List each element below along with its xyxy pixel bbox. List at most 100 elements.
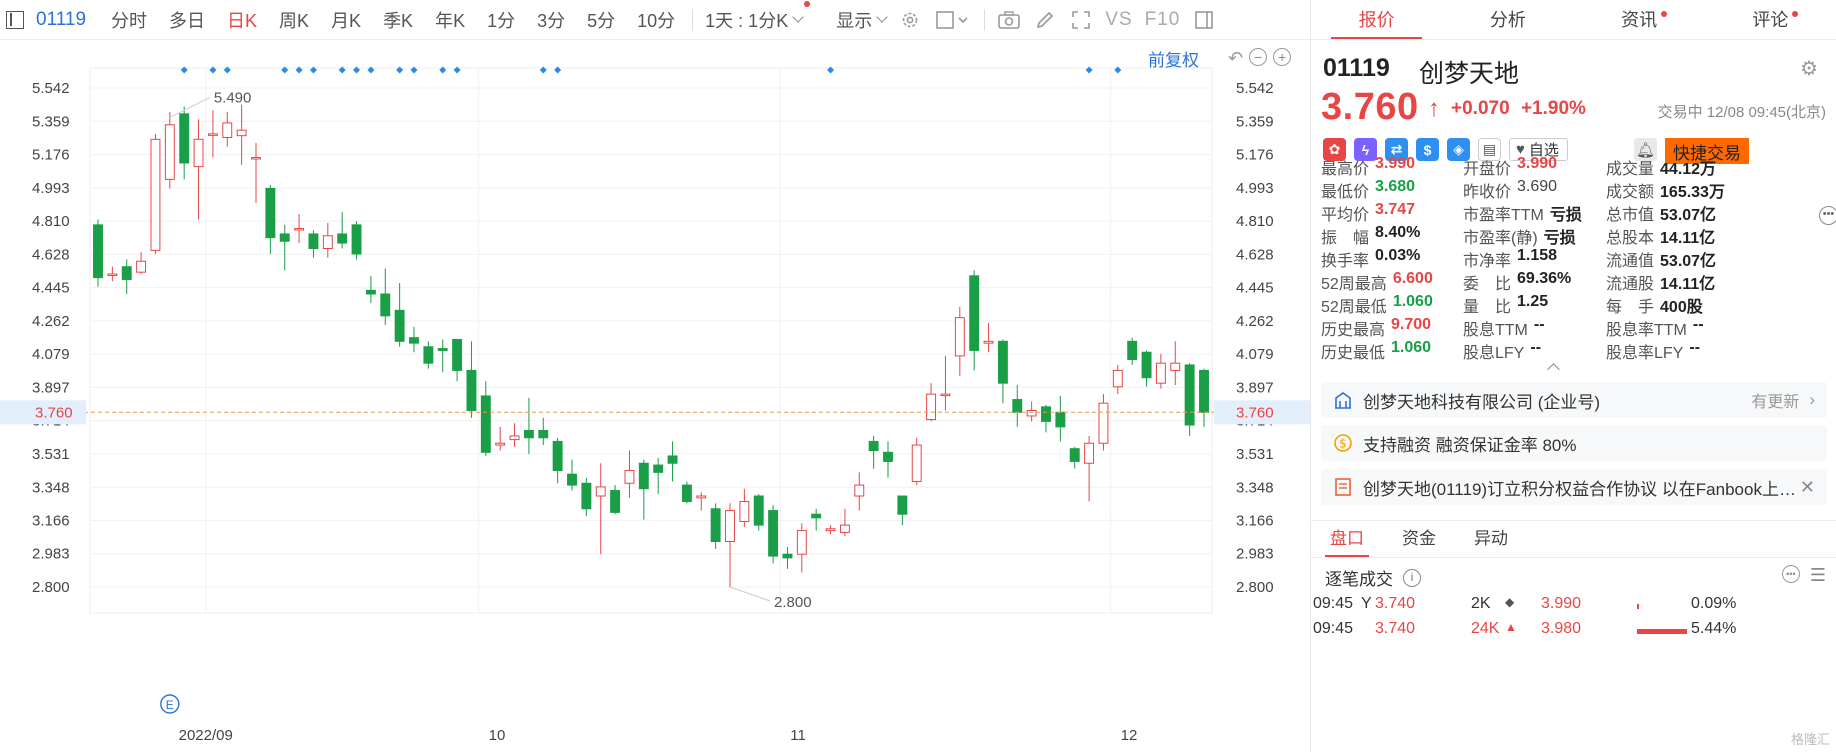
bell-icon[interactable]: 🔔︎: [1634, 138, 1657, 161]
y-tick-label-left: 4.628: [32, 246, 70, 263]
stat-cell: 换手率 0.03%: [1321, 247, 1463, 270]
camera-icon[interactable]: [998, 9, 1021, 31]
candle-down: [437, 348, 448, 351]
margin-info-row[interactable]: $ 支持融资 融资保证金率 80%: [1321, 425, 1827, 461]
stat-row: 平均价 3.747 市盈率TTM 亏损 总市值 53.07亿: [1321, 201, 1831, 224]
list-icon[interactable]: ☰: [1809, 565, 1826, 585]
stat-label: 历史最低: [1321, 345, 1386, 362]
candle-up: [164, 124, 175, 180]
period-tab[interactable]: 多日: [169, 10, 206, 31]
panel-tab[interactable]: 资讯: [1574, 0, 1705, 39]
quick-trade-button[interactable]: 快捷交易: [1665, 138, 1749, 164]
kline-canvas[interactable]: 5.542 5.542 5.359 5.359 5.176 5.176 4.993 4.993…: [0, 40, 1310, 752]
fullscreen-icon[interactable]: [1070, 9, 1092, 31]
period-tab[interactable]: 日K: [227, 10, 258, 31]
candle-down: [365, 289, 376, 295]
dollar-icon[interactable]: $: [1416, 138, 1439, 161]
y-tick-label-left: 4.993: [32, 180, 70, 197]
candle-down: [1184, 364, 1195, 426]
lightning-icon[interactable]: ϟ: [1354, 138, 1377, 161]
y-tick-label-right: 4.810: [1236, 213, 1274, 230]
period-tab[interactable]: 季K: [383, 10, 414, 31]
notification-dot: [1792, 11, 1799, 17]
candle-down: [997, 340, 1008, 384]
candle-down: [811, 513, 822, 519]
hk-flower-icon[interactable]: ✿: [1323, 138, 1346, 161]
display-dropdown[interactable]: 显示: [808, 7, 892, 33]
sub-tab[interactable]: 盘口: [1311, 521, 1383, 557]
tag-icon[interactable]: ◈: [1447, 138, 1470, 161]
close-icon[interactable]: ✕: [1799, 476, 1815, 497]
sub-tab[interactable]: 资金: [1402, 529, 1436, 548]
settings-gear-icon[interactable]: ⚙: [1800, 58, 1818, 80]
kline-chart[interactable]: 5.542 5.542 5.359 5.359 5.176 5.176 4.993 4.993…: [0, 40, 1310, 752]
update-label: 有更新: [1751, 394, 1800, 411]
event-marker: [1085, 66, 1093, 74]
stats-rows: 最高价 3.990 开盘价 3.990 成交量 44.12万 最低价 3.680 昨收价 3.69…: [1321, 155, 1831, 362]
sub-tab[interactable]: 异动: [1474, 529, 1508, 548]
document-icon[interactable]: ▤: [1478, 138, 1501, 161]
period-tab[interactable]: 3分: [537, 10, 566, 31]
gear-icon[interactable]: [899, 9, 921, 31]
period-tab[interactable]: 1分: [487, 10, 516, 31]
news-row[interactable]: 创梦天地(01119)订立积分权益合作协议 以在Fanbook上共同开展用户积分…: [1321, 469, 1827, 505]
period-tab[interactable]: 周K: [279, 10, 310, 31]
period-tab[interactable]: 分时: [111, 10, 148, 31]
stat-row: 历史最高 9.700 股息TTM -- 股息率TTM --: [1321, 316, 1831, 339]
shuffle-icon[interactable]: ⇄: [1385, 138, 1408, 161]
stat-label: 历史最高: [1321, 322, 1386, 339]
stat-row: 换手率 0.03% 市净率 1.158 流通值 53.07亿: [1321, 247, 1831, 270]
color-square-icon[interactable]: [935, 9, 971, 31]
candle-up: [222, 122, 233, 138]
period-tab[interactable]: 年K: [435, 10, 466, 31]
stat-value: 9.700: [1391, 316, 1432, 333]
more-icon[interactable]: •••: [1819, 206, 1836, 225]
chevron-up-icon[interactable]: [1547, 363, 1560, 376]
stat-label: 市盈率(静): [1463, 230, 1538, 247]
panel-tab[interactable]: 报价: [1311, 0, 1442, 39]
stat-value: 53.07亿: [1660, 253, 1717, 270]
stat-row: 最高价 3.990 开盘价 3.990 成交量 44.12万: [1321, 155, 1831, 178]
pencil-icon[interactable]: [1034, 9, 1056, 31]
add-watchlist-button[interactable]: ♥ 自选: [1509, 138, 1568, 161]
period-tab[interactable]: 5分: [587, 10, 616, 31]
zoom-in-icon[interactable]: +: [1273, 48, 1292, 66]
stat-value: --: [1533, 316, 1545, 333]
stat-cell: 成交额 165.33万: [1606, 178, 1770, 201]
period-tab[interactable]: 月K: [331, 10, 362, 31]
y-tick-label-left: 2.983: [32, 546, 70, 563]
stat-value: 14.11亿: [1660, 276, 1716, 293]
interval-dropdown[interactable]: 1天 : 1分K: [699, 0, 811, 33]
stock-code-link[interactable]: 01119: [36, 8, 87, 30]
zoom-out-icon[interactable]: −: [1249, 48, 1268, 66]
event-marker: [209, 66, 217, 74]
panel-tab[interactable]: 评论: [1705, 0, 1836, 39]
candle-up: [136, 260, 147, 273]
panel-toggle-icon[interactable]: [1193, 9, 1215, 31]
candle-up: [294, 227, 305, 231]
period-tab[interactable]: 10分: [637, 10, 676, 31]
f10-button[interactable]: F10: [1144, 8, 1181, 30]
compare-vs-button[interactable]: VS: [1105, 8, 1133, 30]
tick-flag: Y: [1361, 595, 1372, 612]
candle-up: [739, 500, 750, 522]
candle-up: [236, 129, 247, 137]
stat-row: 52周最高 6.600 委 比 69.36% 流通股 14.11亿: [1321, 270, 1831, 293]
company-info-row[interactable]: 创梦天地科技有限公司 (企业号) 有更新 ›: [1321, 382, 1827, 418]
panel-tabs: 报价 分析 资讯 评论: [1311, 0, 1836, 40]
sidebar-toggle-icon[interactable]: [6, 10, 24, 29]
last-price: 3.760: [1321, 86, 1419, 128]
adjust-mode-button[interactable]: 前复权: [1148, 51, 1199, 70]
candle-down: [868, 440, 879, 452]
more-icon[interactable]: •••: [1781, 565, 1800, 583]
event-e-icon: [160, 694, 180, 714]
y-tick-label-left: 2.800: [32, 579, 70, 596]
candle-down: [308, 233, 319, 250]
trade-status: 交易中 12/08 09:45(北京): [1657, 104, 1826, 121]
stat-value: 3.747: [1375, 201, 1416, 218]
panel-tab[interactable]: 分析: [1442, 0, 1573, 39]
candle-down: [523, 429, 534, 439]
stat-cell: 振 幅 8.40%: [1321, 224, 1463, 247]
info-icon[interactable]: i: [1403, 568, 1421, 587]
reset-icon[interactable]: ↶: [1228, 48, 1244, 68]
